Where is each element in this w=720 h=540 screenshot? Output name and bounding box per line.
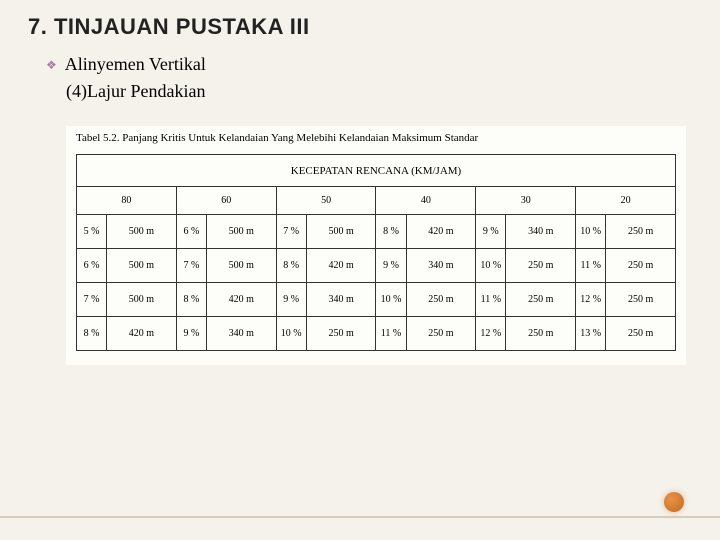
speed-row: 80 60 50 40 30 20: [77, 187, 676, 215]
pct-cell: 10 %: [476, 249, 506, 283]
pct-cell: 10 %: [576, 215, 606, 249]
val-cell: 250 m: [506, 283, 576, 317]
pct-cell: 12 %: [576, 283, 606, 317]
val-cell: 250 m: [606, 215, 676, 249]
table-row: 5 %500 m 6 %500 m 7 %500 m 8 %420 m 9 %3…: [77, 215, 676, 249]
pct-cell: 13 %: [576, 317, 606, 351]
pct-cell: 11 %: [576, 249, 606, 283]
speed-cell: 80: [77, 187, 177, 215]
table-caption: Tabel 5.2. Panjang Kritis Untuk Kelandai…: [76, 132, 676, 144]
pct-cell: 7 %: [176, 249, 206, 283]
pct-cell: 7 %: [77, 283, 107, 317]
val-cell: 250 m: [606, 317, 676, 351]
speed-cell: 20: [576, 187, 676, 215]
pct-cell: 9 %: [476, 215, 506, 249]
subline-text: (4)Lajur Pendakian: [66, 81, 692, 102]
val-cell: 250 m: [606, 249, 676, 283]
val-cell: 340 m: [206, 317, 276, 351]
table-container: Tabel 5.2. Panjang Kritis Untuk Kelandai…: [66, 126, 686, 365]
pct-cell: 11 %: [376, 317, 406, 351]
pct-cell: 6 %: [77, 249, 107, 283]
table-row: 6 %500 m 7 %500 m 8 %420 m 9 %340 m 10 %…: [77, 249, 676, 283]
val-cell: 340 m: [406, 249, 476, 283]
table-row: 7 %500 m 8 %420 m 9 %340 m 10 %250 m 11 …: [77, 283, 676, 317]
accent-dot-icon: [664, 492, 684, 512]
val-cell: 250 m: [506, 317, 576, 351]
pct-cell: 11 %: [476, 283, 506, 317]
val-cell: 250 m: [506, 249, 576, 283]
val-cell: 420 m: [406, 215, 476, 249]
diamond-bullet-icon: ❖: [46, 58, 57, 72]
val-cell: 340 m: [306, 283, 376, 317]
speed-cell: 50: [276, 187, 376, 215]
val-cell: 250 m: [606, 283, 676, 317]
pct-cell: 5 %: [77, 215, 107, 249]
speed-cell: 60: [176, 187, 276, 215]
val-cell: 250 m: [406, 283, 476, 317]
pct-cell: 9 %: [176, 317, 206, 351]
slide-title: 7. TINJAUAN PUSTAKA III: [28, 14, 692, 40]
pct-cell: 8 %: [276, 249, 306, 283]
speed-cell: 40: [376, 187, 476, 215]
pct-cell: 10 %: [276, 317, 306, 351]
table-row: 8 %420 m 9 %340 m 10 %250 m 11 %250 m 12…: [77, 317, 676, 351]
val-cell: 250 m: [406, 317, 476, 351]
pct-cell: 12 %: [476, 317, 506, 351]
pct-cell: 6 %: [176, 215, 206, 249]
pct-cell: 7 %: [276, 215, 306, 249]
val-cell: 420 m: [306, 249, 376, 283]
bullet-text: Alinyemen Vertikal: [65, 54, 206, 75]
table-header: KECEPATAN RENCANA (KM/JAM): [77, 155, 676, 187]
val-cell: 500 m: [206, 215, 276, 249]
val-cell: 420 m: [107, 317, 177, 351]
val-cell: 500 m: [206, 249, 276, 283]
pct-cell: 8 %: [77, 317, 107, 351]
val-cell: 500 m: [306, 215, 376, 249]
bullet-row: ❖ Alinyemen Vertikal: [46, 54, 692, 75]
speed-cell: 30: [476, 187, 576, 215]
pct-cell: 8 %: [176, 283, 206, 317]
footer-line: [0, 516, 720, 518]
val-cell: 500 m: [107, 249, 177, 283]
val-cell: 250 m: [306, 317, 376, 351]
val-cell: 420 m: [206, 283, 276, 317]
val-cell: 500 m: [107, 283, 177, 317]
val-cell: 500 m: [107, 215, 177, 249]
pct-cell: 9 %: [376, 249, 406, 283]
pct-cell: 9 %: [276, 283, 306, 317]
data-table: KECEPATAN RENCANA (KM/JAM) 80 60 50 40 3…: [76, 154, 676, 351]
val-cell: 340 m: [506, 215, 576, 249]
table-header-row: KECEPATAN RENCANA (KM/JAM): [77, 155, 676, 187]
pct-cell: 10 %: [376, 283, 406, 317]
pct-cell: 8 %: [376, 215, 406, 249]
